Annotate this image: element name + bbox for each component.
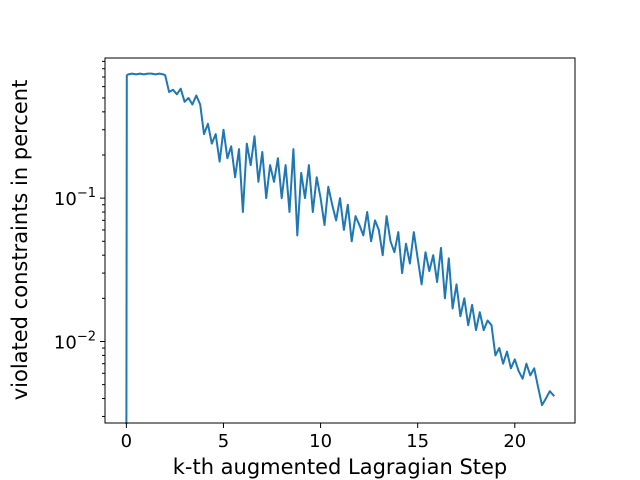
x-tick-label: 10: [309, 431, 332, 452]
x-axis: 0 5 10 15 20: [121, 423, 526, 452]
x-tick-label: 20: [503, 431, 526, 452]
y-tick-label: 10−1: [54, 186, 96, 210]
series-line-0: [125, 72, 556, 425]
x-tick-label: 0: [121, 431, 132, 452]
y-axis-label: violated constraints in percent: [8, 80, 32, 401]
x-axis-label: k-th augmented Lagragian Step: [173, 455, 508, 479]
x-tick-label: 5: [218, 431, 229, 452]
y-tick-label: 10−2: [54, 329, 96, 353]
axes-frame: [104, 57, 576, 424]
x-tick-label: 15: [406, 431, 429, 452]
plot-area: [125, 72, 556, 425]
